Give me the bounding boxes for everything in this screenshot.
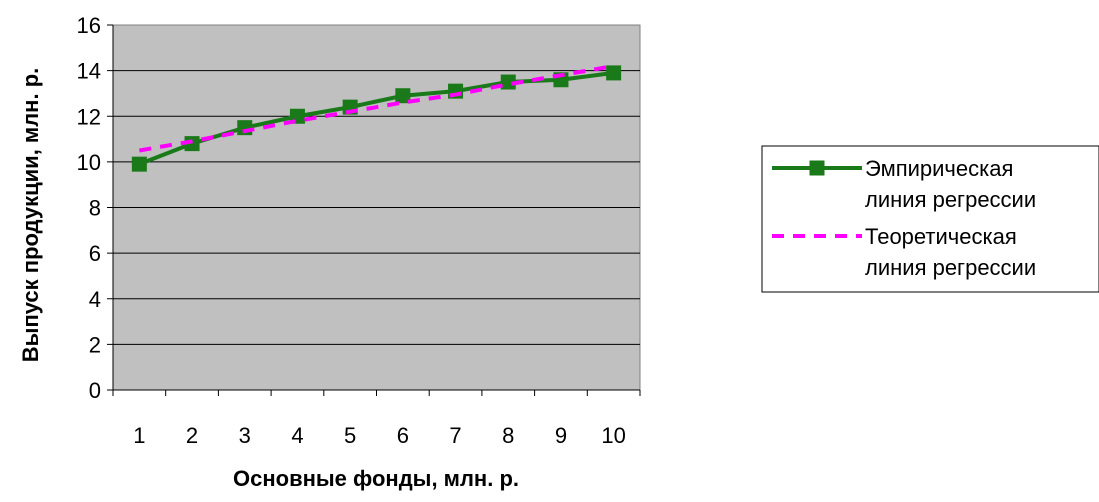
- series-line-theoretical: [139, 64, 614, 153]
- legend-label-theoretical-line1: Теоретическая: [865, 224, 1017, 249]
- x-tick-label: 5: [344, 423, 356, 448]
- y-tick-labels: 0 2 4 6 8 10 12 14 16: [77, 13, 101, 403]
- x-tick-labels: 1 2 3 4 5 6 7 8 9 10: [133, 423, 626, 448]
- y-tick-label: 6: [89, 241, 101, 266]
- y-tick-label: 2: [89, 332, 101, 357]
- y-tick-label: 8: [89, 196, 101, 221]
- y-tick-label: 0: [89, 378, 101, 403]
- legend-label-theoretical-line2: линия регрессии: [865, 255, 1036, 280]
- y-tick-label: 16: [77, 13, 101, 38]
- x-tick-label: 7: [449, 423, 461, 448]
- series-layer: [131, 64, 622, 172]
- legend-label-empirical-line1: Эмпирическая: [865, 156, 1013, 181]
- x-tick-label: 3: [239, 423, 251, 448]
- data-point-empirical: [606, 65, 622, 81]
- x-tick-label: 6: [397, 423, 409, 448]
- legend: Эмпирическая линия регрессии Теоретическ…: [761, 145, 1099, 293]
- data-point-empirical: [131, 156, 147, 172]
- y-tick-label: 12: [77, 104, 101, 129]
- data-point-empirical: [395, 88, 411, 104]
- y-axis-title: Выпуск продукции, млн. р.: [18, 68, 43, 362]
- x-tick-label: 10: [601, 423, 625, 448]
- axes: [107, 24, 641, 396]
- legend-marker-empirical: [809, 160, 825, 176]
- x-tick-label: 1: [133, 423, 145, 448]
- x-tick-label: 9: [555, 423, 567, 448]
- x-axis-title: Основные фонды, млн. р.: [233, 466, 519, 491]
- x-tick-label: 4: [291, 423, 303, 448]
- legend-label-empirical-line2: линия регрессии: [865, 187, 1036, 212]
- y-tick-label: 4: [89, 287, 101, 312]
- gridlines: [113, 70, 640, 345]
- y-tick-label: 14: [77, 59, 101, 84]
- y-tick-label: 10: [77, 150, 101, 175]
- x-tick-label: 8: [502, 423, 514, 448]
- x-tick-label: 2: [186, 423, 198, 448]
